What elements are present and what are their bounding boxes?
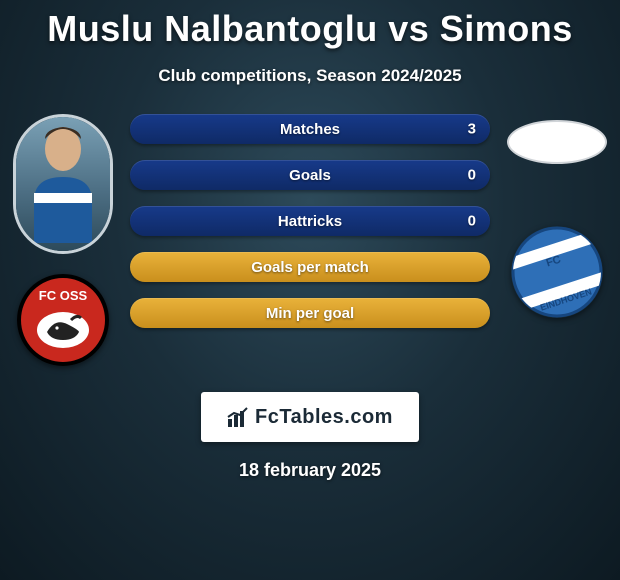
person-icon — [28, 123, 98, 243]
page-title: Muslu Nalbantoglu vs Simons — [0, 0, 620, 50]
stat-bar: Matches 3 — [130, 114, 490, 144]
stat-bar-label: Matches — [280, 121, 340, 138]
subtitle: Club competitions, Season 2024/2025 — [0, 66, 620, 86]
stat-bar-value: 0 — [468, 167, 476, 184]
footer-brand-text: FcTables.com — [255, 406, 393, 429]
date: 18 february 2025 — [0, 460, 620, 481]
club-crest-right: FC EINDHOVEN — [511, 226, 603, 318]
club-crest-left: FC OSS — [17, 274, 109, 366]
footer-brand: FcTables.com — [201, 392, 419, 442]
stat-bar-label: Goals per match — [251, 259, 369, 276]
player-right-placeholder — [507, 120, 607, 164]
stat-bar-label: Goals — [289, 167, 331, 184]
left-column: FC OSS — [8, 114, 118, 366]
chart-icon — [227, 406, 249, 428]
right-column: FC EINDHOVEN — [502, 114, 612, 318]
stat-bar: Min per goal — [130, 298, 490, 328]
club-left-label: FC OSS — [39, 288, 88, 303]
stat-bar-value: 0 — [468, 213, 476, 230]
player-left-headshot — [13, 114, 113, 254]
stat-bars: Matches 3 Goals 0 Hattricks 0 Goals per match M… — [118, 114, 502, 328]
card: Muslu Nalbantoglu vs Simons Club competi… — [0, 0, 620, 481]
stat-bar-label: Hattricks — [278, 213, 342, 230]
main-row: FC OSS Matches 3 Goals 0 Hattricks 0 Goals per… — [0, 114, 620, 366]
stat-bar-value: 3 — [468, 121, 476, 138]
stat-bar: Hattricks 0 — [130, 206, 490, 236]
stat-bar: Goals 0 — [130, 160, 490, 190]
stat-bar: Goals per match — [130, 252, 490, 282]
stat-bar-label: Min per goal — [266, 305, 354, 322]
